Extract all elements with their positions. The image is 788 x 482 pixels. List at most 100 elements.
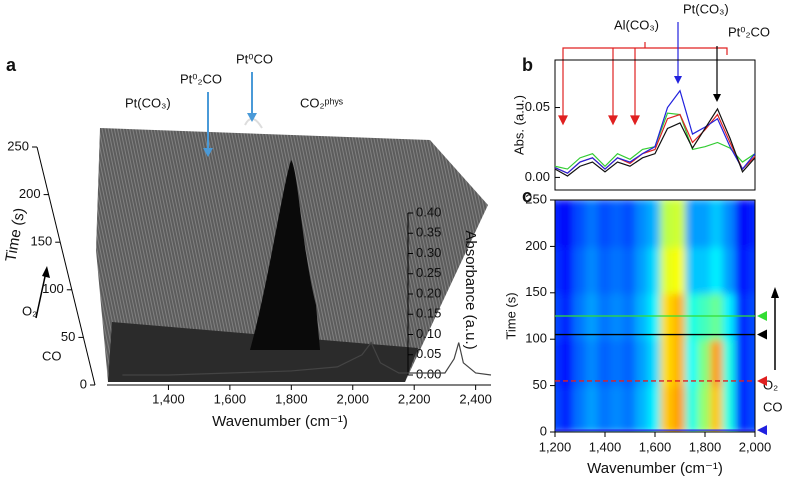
heat-cell	[710, 384, 725, 432]
z-tick-label: 0.30	[416, 245, 441, 260]
y-tick-label: 0.00	[525, 169, 550, 184]
spectrum-line	[554, 89, 756, 174]
axis-title: Abs. (a.u.)	[511, 95, 526, 155]
heat-cell	[722, 245, 738, 294]
heat-cell	[572, 200, 588, 248]
y-tick-label: 0	[80, 376, 87, 391]
heat-cell	[585, 384, 600, 432]
panel-label: c	[522, 186, 532, 206]
axis-title: Wavenumber (cm⁻¹)	[212, 413, 348, 430]
arrowhead	[203, 148, 213, 157]
axis-title: Wavenumber (cm⁻¹)	[587, 460, 723, 477]
heat-cell	[622, 338, 638, 387]
annotation: Pt⁰₂CO	[728, 24, 770, 39]
heat-cell	[635, 245, 650, 294]
x-tick-label: 1,800	[275, 391, 308, 406]
plot-frame	[554, 59, 756, 191]
y-tick-label: 150	[525, 284, 547, 299]
heat-cell	[635, 200, 650, 248]
heat-cell	[647, 338, 663, 387]
y-tick-label: 0	[540, 423, 547, 438]
heat-cell	[572, 245, 588, 294]
heat-cell	[672, 384, 688, 432]
x-tick-label: 1,600	[639, 439, 672, 454]
heat-cell	[710, 245, 725, 294]
side-label: CO	[763, 399, 783, 414]
z-tick-label: 0.15	[416, 306, 441, 321]
z-tick-label: 0.20	[416, 285, 441, 300]
axis-title: Time (s)	[503, 292, 518, 339]
arrowhead	[247, 113, 257, 122]
spectrum-line	[122, 341, 492, 376]
heat-cell	[685, 338, 700, 387]
y-axis	[36, 146, 96, 386]
heat-cell	[722, 384, 738, 432]
x-tick-label: 2,000	[739, 439, 772, 454]
y-tick-label: 250	[7, 138, 29, 153]
panel-label: a	[6, 55, 17, 75]
heat-cell	[710, 200, 725, 248]
z-tick-label: 0.10	[416, 326, 441, 341]
heat-cell	[622, 384, 638, 432]
heat-cell	[560, 200, 575, 248]
heat-cell	[585, 200, 600, 248]
annotation: Pt(CO₃)	[125, 95, 171, 110]
annotation: Pt(CO₃)	[683, 1, 729, 16]
z-tick-label: 0.40	[416, 204, 441, 219]
y-tick-label: 250	[525, 191, 547, 206]
heat-cell	[747, 338, 755, 387]
heat-cell	[555, 200, 563, 248]
heat-cell	[610, 200, 625, 248]
heat-cell	[555, 245, 563, 294]
heat-cell	[747, 200, 755, 248]
heat-cell	[622, 200, 638, 248]
heat-cell	[735, 200, 750, 248]
heat-cell	[610, 384, 625, 432]
heat-cell	[660, 200, 675, 248]
heat-cell	[597, 384, 613, 432]
annotation: Pt⁰CO	[236, 51, 273, 66]
y-tick-label: 0.05	[525, 99, 550, 114]
arrowhead	[771, 287, 779, 298]
panel-label: b	[522, 55, 533, 75]
z-tick-label: 0.25	[416, 265, 441, 280]
heat-cell	[647, 384, 663, 432]
heat-cell	[560, 384, 575, 432]
heat-cell	[722, 338, 738, 387]
arrow	[35, 271, 47, 319]
heat-cell	[697, 338, 713, 387]
heat-cell	[560, 245, 575, 294]
heat-cell	[647, 245, 663, 294]
x-tick-label: 2,400	[459, 391, 492, 406]
axis-title: Time (s)	[2, 207, 28, 264]
x-tick-label: 1,600	[214, 391, 247, 406]
heat-cell	[735, 245, 750, 294]
heat-cell	[622, 245, 638, 294]
heat-cell	[585, 338, 600, 387]
heat-cell	[697, 384, 713, 432]
arrows	[558, 48, 640, 126]
arrowhead	[713, 94, 721, 102]
y-tick-label: 100	[42, 281, 64, 296]
bracket	[562, 42, 728, 55]
x-tick-label: 1,400	[152, 391, 185, 406]
waterfall-surface	[96, 117, 488, 382]
heat-cell	[555, 338, 563, 387]
x-tick-label: 2,200	[398, 391, 431, 406]
time-marker-arrow	[757, 425, 767, 436]
heat-cell	[672, 338, 688, 387]
heat-cell	[610, 245, 625, 294]
y-tick-label: 150	[30, 234, 52, 249]
heat-cell	[697, 245, 713, 294]
y-tick-label: 200	[19, 186, 41, 201]
heat-cell	[722, 200, 738, 248]
time-marker-arrow	[757, 375, 767, 386]
heat-cell	[660, 338, 675, 387]
heat-cell	[597, 200, 613, 248]
heat-cell	[660, 384, 675, 432]
y-tick-label: 50	[61, 329, 75, 344]
heat-cell	[560, 338, 575, 387]
heat-cell	[672, 200, 688, 248]
heat-cell	[610, 338, 625, 387]
y-tick-label: 50	[533, 377, 547, 392]
